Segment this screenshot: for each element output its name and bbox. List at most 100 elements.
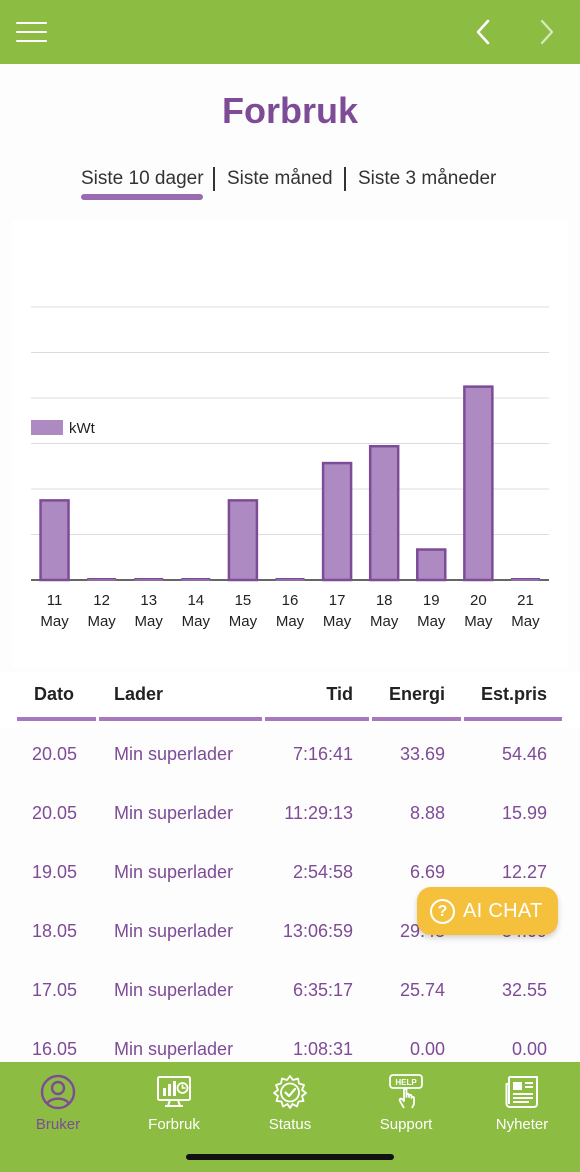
bar-21-may[interactable] — [510, 578, 540, 581]
cell-lader: Min superlader — [114, 803, 234, 823]
nav-label: Support — [379, 1116, 433, 1133]
tab-last-3-months[interactable]: Siste 3 måneder — [358, 168, 497, 189]
nav-label: Nyheter — [495, 1116, 549, 1133]
column-underline — [17, 717, 96, 721]
cell-tid: 11:29:13 — [284, 803, 353, 823]
bar-15-may[interactable] — [227, 499, 259, 582]
tab-divider — [344, 167, 346, 191]
nav-item-status[interactable]: Status — [232, 1062, 348, 1136]
cell-dato: 20.05 — [32, 744, 78, 764]
nav-item-forbruk[interactable]: Forbruk — [116, 1062, 232, 1136]
column-underline — [99, 717, 262, 721]
bar-11-may[interactable] — [39, 499, 70, 582]
cell-dato: 18.05 — [32, 921, 78, 941]
help-hand-icon: HELP — [389, 1074, 423, 1109]
question-circle-icon: ? — [430, 899, 455, 924]
x-tick-label-day: 15 — [235, 592, 252, 609]
bar-12-may[interactable] — [87, 578, 117, 581]
cell-est-pris: 32.55 — [501, 980, 547, 1000]
tab-last-10-days[interactable]: Siste 10 dager — [81, 168, 204, 189]
legend-swatch — [31, 420, 63, 435]
bar-14-may[interactable] — [181, 578, 211, 581]
nav-item-bruker[interactable]: Bruker — [0, 1062, 116, 1136]
bottom-navigation: Bruker Forbruk Status HELP Support — [0, 1062, 580, 1172]
x-tick-label-day: 19 — [423, 592, 440, 609]
bar-13-may[interactable] — [134, 578, 164, 581]
legend-label: kWt — [69, 420, 96, 437]
cell-dato: 17.05 — [32, 980, 78, 1000]
ai-chat-label: AI CHAT — [463, 900, 543, 922]
x-tick-label-month: May — [511, 613, 540, 630]
table-row[interactable]: 20.05 Min superlader 7:16:41 33.69 54.46 — [0, 728, 580, 787]
bar-17-may[interactable] — [321, 461, 353, 582]
cell-est-pris: 0.00 — [511, 1039, 547, 1059]
bar-chart: kWt 11 May 12 May 13 May 14 May 15 May 16 May 17 May 1… — [31, 306, 549, 630]
consumption-chart: kWt 11 May 12 May 13 May 14 May 15 May 16 May 17 May 1… — [12, 220, 568, 668]
nav-item-support[interactable]: HELP Support — [348, 1062, 464, 1136]
cell-lader: Min superlader — [114, 744, 234, 764]
cell-lader: Min superlader — [114, 862, 234, 882]
cell-dato: 20.05 — [32, 803, 78, 823]
cell-tid: 6:35:17 — [292, 980, 353, 1000]
chevron-left-icon[interactable] — [472, 18, 496, 46]
ai-chat-button[interactable]: ? AI CHAT — [417, 887, 558, 935]
cell-energi: 0.00 — [409, 1039, 445, 1059]
cell-energi: 8.88 — [409, 803, 445, 823]
x-tick-label-day: 11 — [47, 592, 63, 609]
menu-icon[interactable] — [16, 20, 48, 44]
cell-tid: 13:06:59 — [282, 921, 353, 941]
sessions-table-body: 20.05 Min superlader 7:16:41 33.69 54.46… — [0, 728, 580, 1062]
x-tick-label-month: May — [464, 613, 493, 630]
cell-energi: 6.69 — [409, 862, 445, 882]
sessions-table-header: Dato Lader Tid Energi Est.pris — [0, 672, 580, 728]
column-header-lader: Lader — [114, 684, 164, 704]
table-row[interactable]: 16.05 Min superlader 1:08:31 0.00 0.00 — [0, 1023, 580, 1062]
x-tick-label-day: 17 — [329, 592, 346, 609]
tab-last-month[interactable]: Siste måned — [227, 168, 333, 189]
x-tick-label-month: May — [40, 613, 69, 630]
main-content: Forbruk Siste 10 dager Siste måned Siste… — [0, 64, 580, 1062]
x-tick-label-day: 12 — [93, 592, 110, 609]
svg-text:HELP: HELP — [395, 1078, 417, 1087]
cell-energi: 33.69 — [399, 744, 445, 764]
cell-est-pris: 54.46 — [501, 744, 547, 764]
column-header-tid: Tid — [326, 684, 353, 704]
x-tick-label-month: May — [417, 613, 446, 630]
x-tick-label-day: 16 — [282, 592, 299, 609]
active-tab-indicator — [81, 194, 203, 200]
column-header-dato: Dato — [34, 684, 74, 704]
table-row[interactable]: 17.05 Min superlader 6:35:17 25.74 32.55 — [0, 964, 580, 1023]
table-row[interactable]: 20.05 Min superlader 11:29:13 8.88 15.99 — [0, 787, 580, 846]
cell-tid: 7:16:41 — [292, 744, 353, 764]
cell-energi: 25.74 — [399, 980, 445, 1000]
chevron-right-icon[interactable] — [534, 18, 558, 46]
cell-tid: 1:08:31 — [292, 1039, 353, 1059]
bar-18-may[interactable] — [368, 444, 400, 582]
top-bar — [0, 0, 580, 64]
gear-check-icon — [273, 1075, 307, 1109]
nav-item-nyheter[interactable]: Nyheter — [464, 1062, 580, 1136]
nav-label: Status — [268, 1116, 312, 1133]
cell-dato: 16.05 — [32, 1039, 78, 1059]
bar-20-may[interactable] — [463, 385, 494, 582]
cell-lader: Min superlader — [114, 921, 234, 941]
page-title: Forbruk — [221, 90, 358, 131]
table-row[interactable]: 19.05 Min superlader 2:54:58 6.69 12.27 — [0, 846, 580, 905]
x-tick-label-day: 13 — [140, 592, 157, 609]
x-tick-label-day: 20 — [470, 592, 487, 609]
x-tick-label-day: 18 — [376, 592, 393, 609]
bar-19-may[interactable] — [416, 548, 447, 582]
newspaper-icon — [505, 1076, 538, 1108]
user-icon — [40, 1074, 76, 1110]
column-header-energi: Energi — [388, 684, 445, 704]
column-underline — [372, 717, 461, 721]
x-tick-label-month: May — [370, 613, 399, 630]
x-tick-label-month: May — [276, 613, 305, 630]
x-tick-label-month: May — [87, 613, 116, 630]
tab-divider — [213, 167, 215, 191]
bar-16-may[interactable] — [275, 578, 305, 581]
x-tick-label-day: 21 — [517, 592, 534, 609]
x-tick-label-month: May — [323, 613, 352, 630]
x-tick-label-month: May — [229, 613, 258, 630]
x-tick-label-month: May — [182, 613, 211, 630]
